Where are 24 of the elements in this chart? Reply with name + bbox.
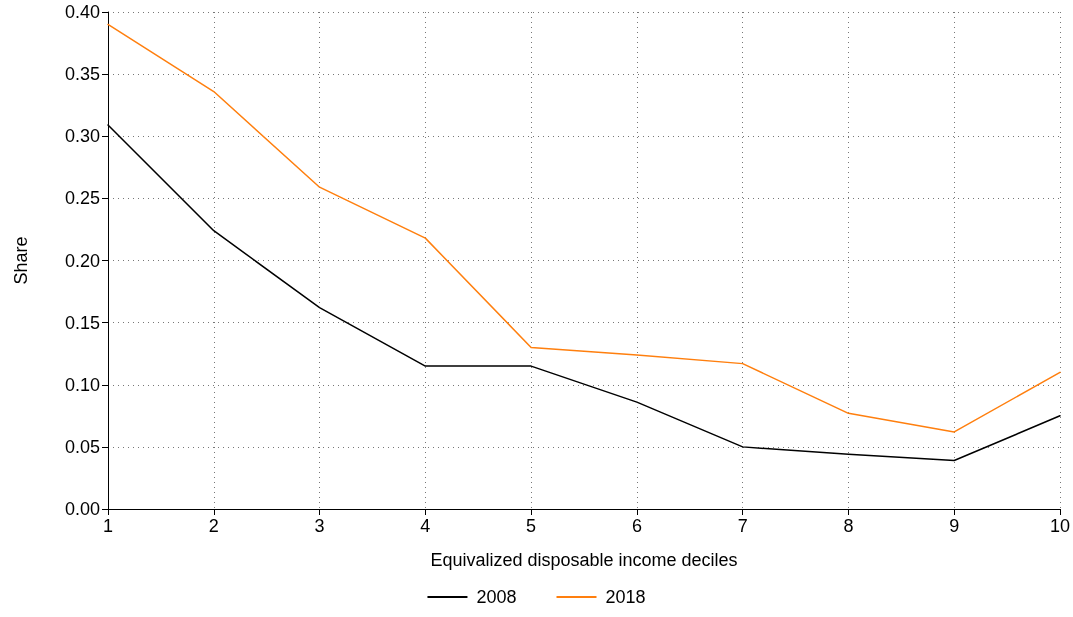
legend-label: 2008 <box>476 587 517 607</box>
y-axis-title: Share <box>11 236 31 285</box>
x-tick-label: 9 <box>949 516 960 536</box>
x-axis-title: Equivalized disposable income deciles <box>430 550 738 570</box>
y-tick-label: 0.20 <box>64 250 100 271</box>
x-tick-label: 10 <box>1049 516 1070 536</box>
y-tick-label: 0.40 <box>64 2 100 22</box>
y-tick-label: 0.35 <box>64 64 100 85</box>
y-tick-label: 0.25 <box>64 188 100 209</box>
x-tick-label: 7 <box>737 516 748 536</box>
y-tick-label: 0.10 <box>64 374 100 395</box>
x-tick-label: 6 <box>631 516 642 536</box>
x-tick-label: 5 <box>526 516 537 536</box>
y-tick-label: 0.30 <box>64 126 100 147</box>
y-tick-label: 0.00 <box>64 499 100 519</box>
x-tick-label: 2 <box>208 516 219 536</box>
y-tick-label: 0.05 <box>64 436 100 457</box>
x-tick-label: 1 <box>102 516 114 536</box>
line-series <box>107 23 1061 433</box>
x-tick-label: 4 <box>420 516 431 536</box>
x-tick-label: 3 <box>314 516 325 536</box>
y-tick-label: 0.15 <box>64 312 100 333</box>
x-tick-label: 8 <box>843 516 854 536</box>
legend-label: 2018 <box>605 587 646 607</box>
